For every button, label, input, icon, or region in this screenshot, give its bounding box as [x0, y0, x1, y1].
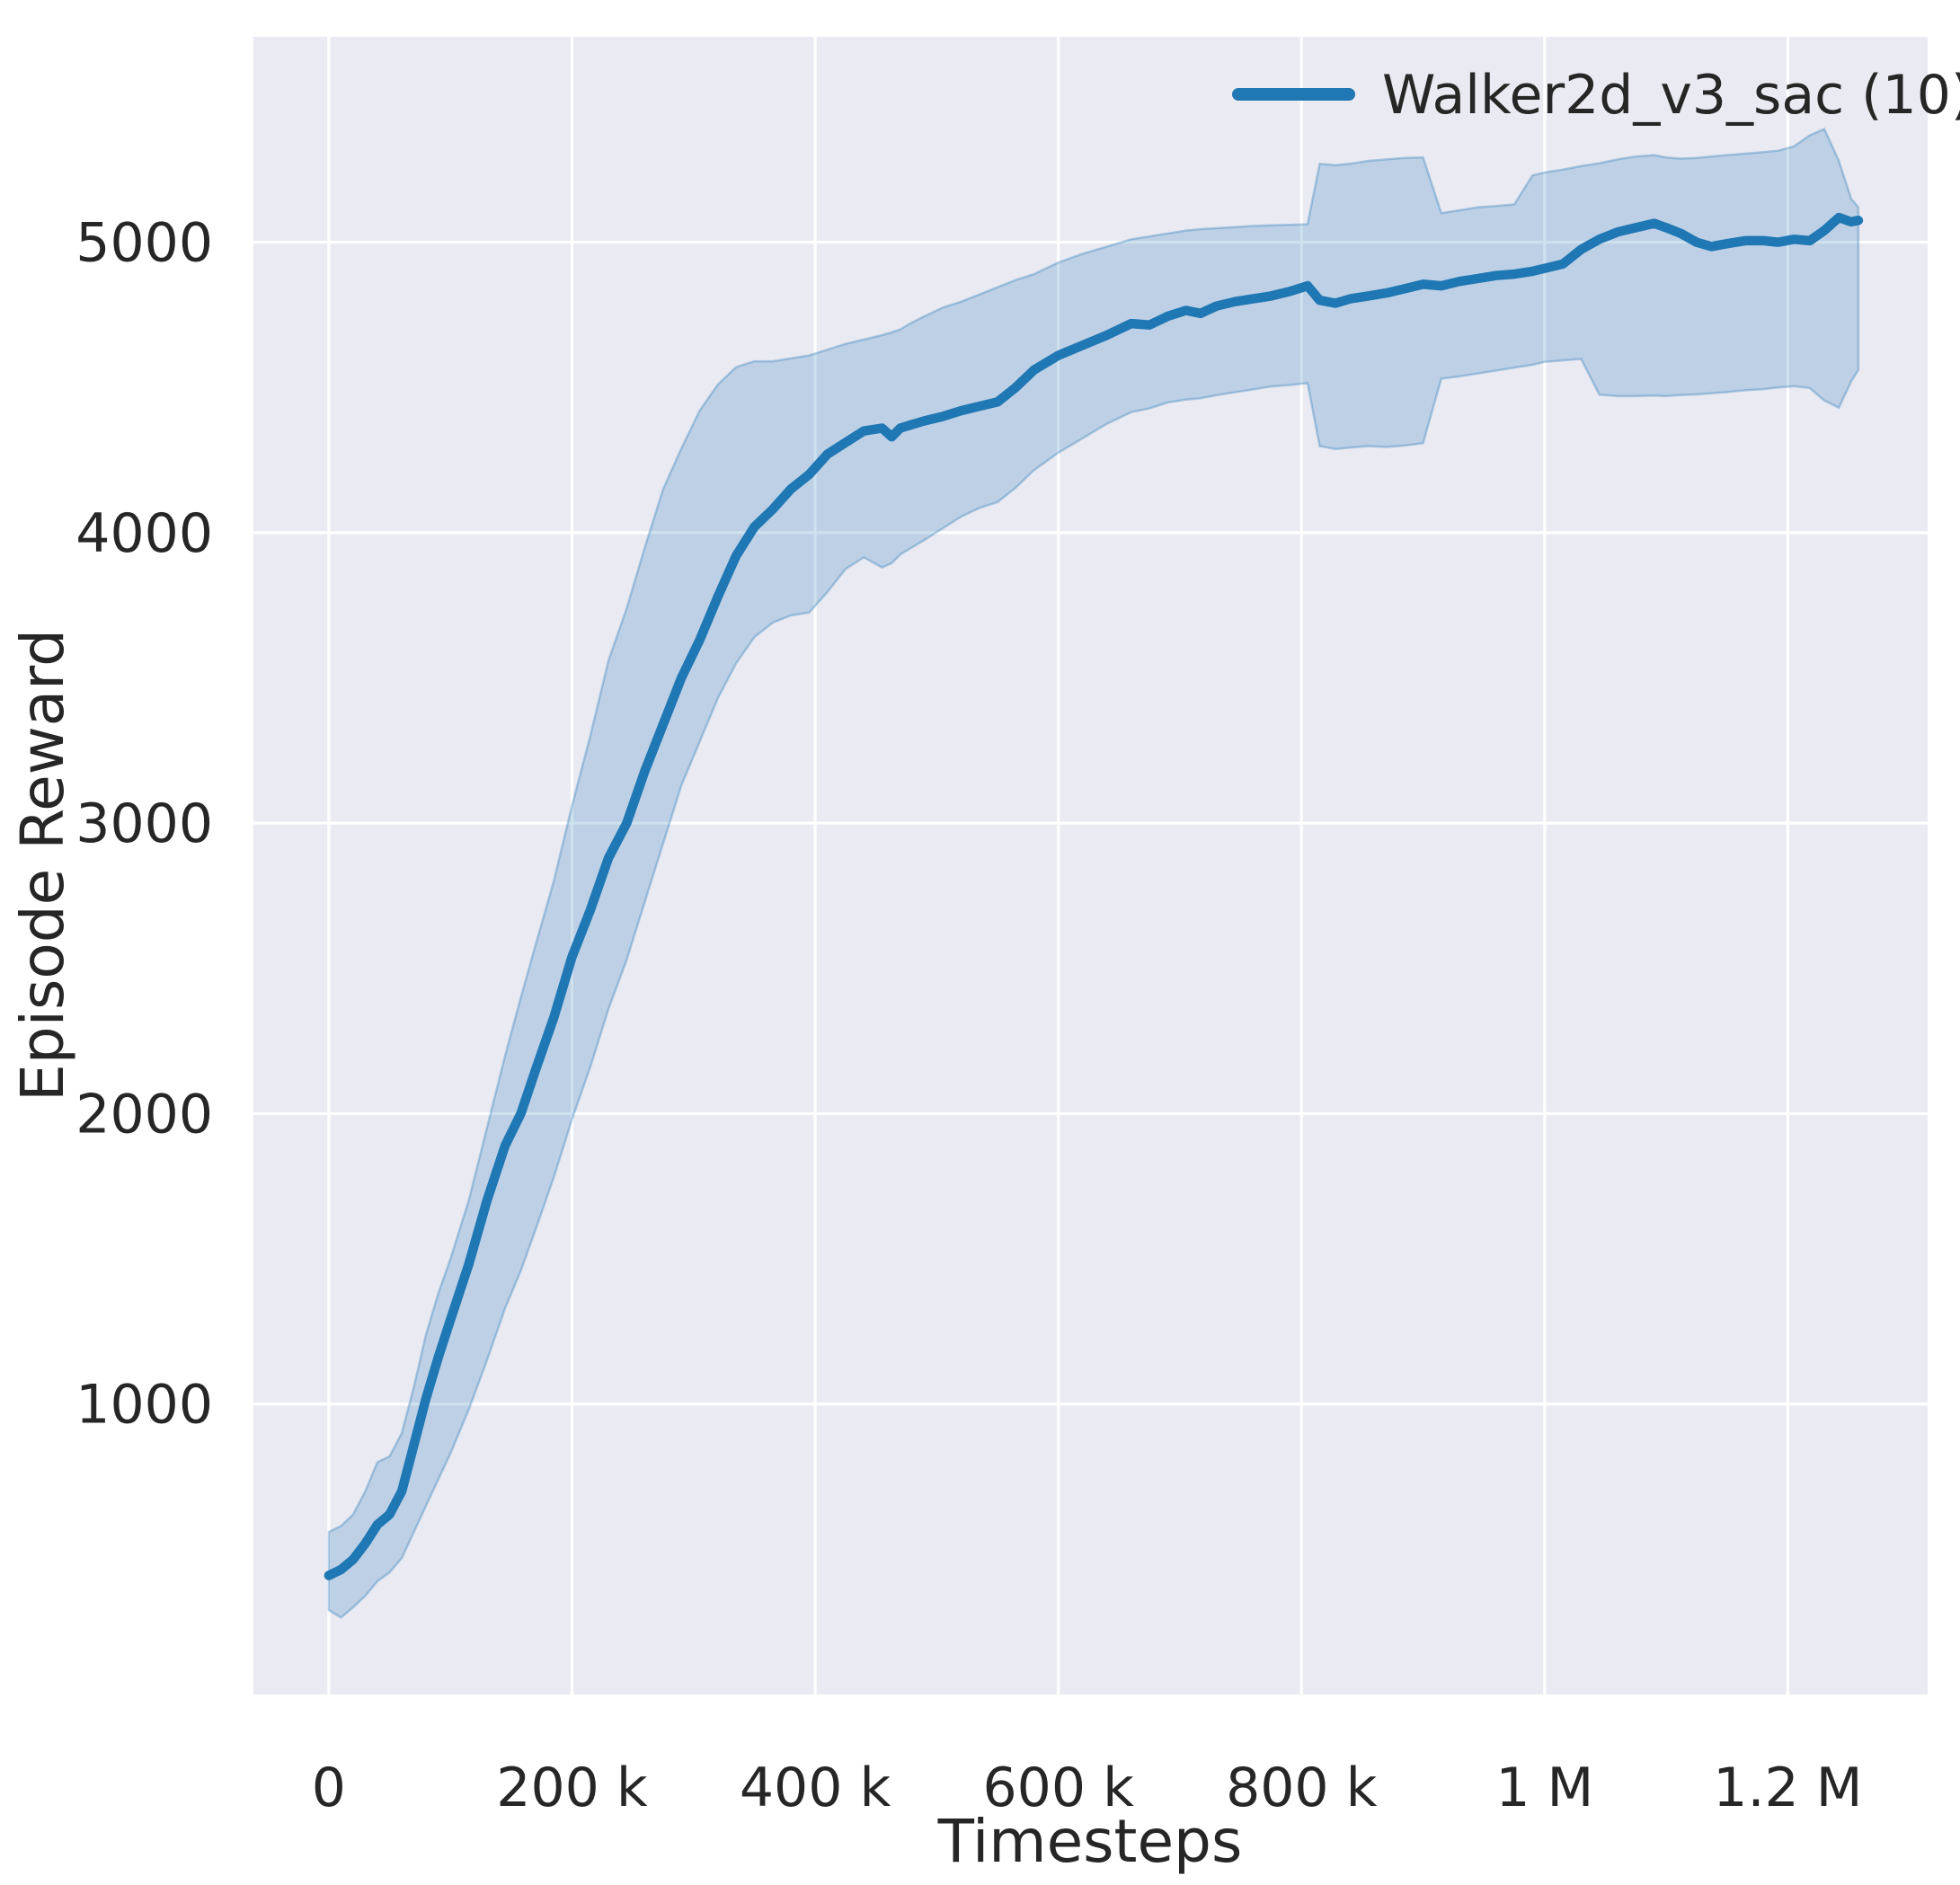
y-axis-label: Episode Reward: [8, 629, 77, 1102]
x-tick-label: 200 k: [496, 1757, 648, 1819]
legend: Walker2d_v3_sac (10): [1232, 64, 1960, 127]
x-tick-label: 0: [312, 1757, 346, 1819]
grid: [253, 37, 1928, 1695]
tick-labels: 0 200 k 400 k 600 k 800 k 1 M 1.2 M 1000 2000 300…: [75, 212, 1862, 1819]
x-axis-label: Timesteps: [937, 1807, 1243, 1876]
y-tick-label: 5000: [75, 212, 213, 275]
x-tick-label: 1.2 M: [1713, 1757, 1862, 1819]
confidence-band: [327, 127, 1860, 1619]
series: [324, 127, 1864, 1619]
y-tick-label: 2000: [75, 1083, 213, 1146]
y-tick-label: 1000: [75, 1374, 213, 1437]
y-tick-label: 3000: [75, 792, 213, 855]
y-tick-label: 4000: [75, 502, 213, 565]
x-tick-label: 800 k: [1226, 1757, 1378, 1819]
plot-area: [253, 37, 1928, 1695]
legend-label: Walker2d_v3_sac (10): [1382, 64, 1960, 127]
x-tick-label: 400 k: [740, 1757, 891, 1819]
x-tick-label: 600 k: [982, 1757, 1134, 1819]
mean-reward-line: [324, 212, 1864, 1580]
x-tick-label: 1 M: [1495, 1757, 1593, 1819]
